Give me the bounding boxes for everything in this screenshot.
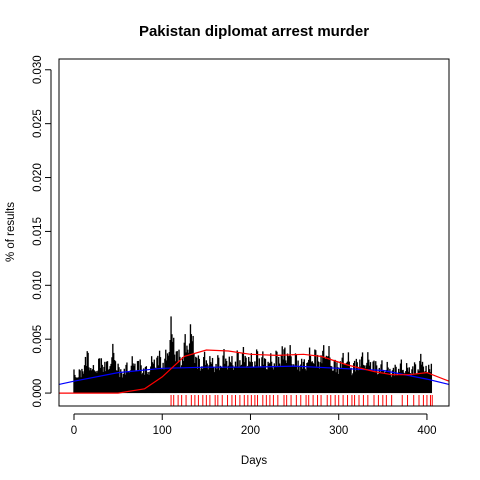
series-line: [58, 365, 450, 385]
chart-title: Pakistan diplomat arrest murder: [139, 23, 369, 40]
x-tick-label: 100: [153, 425, 172, 437]
y-tick-label: 0.025: [32, 109, 44, 138]
y-tick-label: 0.030: [32, 55, 44, 84]
y-tick-label: 0.015: [32, 217, 44, 246]
x-axis: 0 100 200 300 400: [71, 413, 437, 437]
x-tick-label: 0: [71, 425, 77, 437]
y-tick-label: 0.010: [32, 271, 44, 300]
x-tick-label: 300: [329, 425, 348, 437]
y-axis-label: % of results: [5, 202, 17, 262]
series-line: [59, 349, 450, 394]
y-tick-label: 0.005: [32, 325, 44, 354]
y-tick-label: 0.020: [32, 163, 44, 192]
x-tick-label: 400: [417, 425, 436, 437]
x-tick-label: 200: [241, 425, 260, 437]
trend-lines: [58, 349, 450, 394]
x-axis-label: Days: [241, 455, 267, 467]
y-tick-label: 0.000: [32, 379, 44, 408]
plot-frame: [58, 58, 450, 407]
rug-marks: [170, 395, 433, 406]
y-axis: 0.000 0.005 0.010 0.015 0.020 0.025 0.030: [32, 55, 52, 408]
